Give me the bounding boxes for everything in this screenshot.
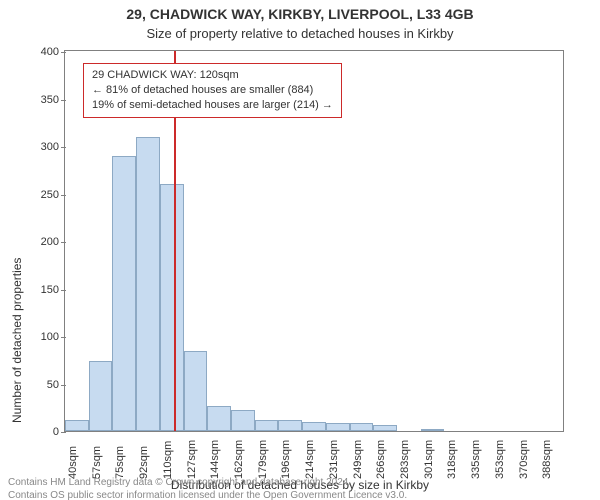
x-tick: 162sqm	[229, 440, 245, 479]
bar	[421, 429, 445, 431]
x-tick: 179sqm	[253, 440, 269, 479]
bar	[231, 410, 255, 431]
bar	[65, 420, 89, 431]
annotation-line-2: ← 81% of detached houses are smaller (88…	[92, 83, 333, 98]
bar	[207, 406, 231, 431]
x-tick: 40sqm	[63, 446, 79, 479]
y-tick: 200	[41, 236, 65, 248]
y-tick: 250	[41, 189, 65, 201]
footer-copyright: Contains HM Land Registry data © Crown c…	[8, 477, 407, 500]
bar	[350, 423, 374, 431]
x-tick: 249sqm	[348, 440, 364, 479]
bar	[278, 420, 302, 431]
x-tick: 388sqm	[537, 440, 553, 479]
bar	[373, 425, 397, 431]
x-tick: 127sqm	[182, 440, 198, 479]
bar	[160, 184, 184, 431]
x-tick: 231sqm	[324, 440, 340, 479]
bar	[184, 351, 208, 431]
x-tick: 266sqm	[371, 440, 387, 479]
bar	[136, 137, 160, 432]
x-tick: 57sqm	[87, 446, 103, 479]
x-tick: 75sqm	[110, 446, 126, 479]
x-tick: 283sqm	[395, 440, 411, 479]
footer-line-2: Contains OS public sector information li…	[8, 490, 407, 500]
y-tick: 150	[41, 284, 65, 296]
y-axis-label: Number of detached properties	[10, 258, 24, 423]
x-tick: 214sqm	[300, 440, 316, 479]
bar	[302, 422, 326, 432]
chart-plot-area: 29 CHADWICK WAY: 120sqm ← 81% of detache…	[64, 50, 564, 432]
x-tick: 92sqm	[134, 446, 150, 479]
y-tick: 350	[41, 94, 65, 106]
y-tick: 0	[53, 426, 65, 438]
x-tick: 110sqm	[158, 441, 174, 479]
bar	[89, 361, 113, 431]
x-tick: 144sqm	[205, 440, 221, 479]
x-tick: 335sqm	[466, 440, 482, 479]
bar	[326, 423, 350, 431]
x-tick: 301sqm	[419, 440, 435, 479]
annotation-box: 29 CHADWICK WAY: 120sqm ← 81% of detache…	[83, 63, 342, 118]
y-tick: 400	[41, 46, 65, 58]
y-tick: 50	[47, 379, 65, 391]
footer-line-1: Contains HM Land Registry data © Crown c…	[8, 477, 407, 490]
bar	[112, 156, 136, 432]
y-tick: 100	[41, 331, 65, 343]
x-tick: 370sqm	[514, 440, 530, 479]
annotation-line-1: 29 CHADWICK WAY: 120sqm	[92, 68, 333, 83]
bar	[255, 420, 279, 431]
x-tick: 318sqm	[442, 440, 458, 479]
x-tick: 353sqm	[490, 440, 506, 479]
page-title: 29, CHADWICK WAY, KIRKBY, LIVERPOOL, L33…	[0, 6, 600, 24]
page-subtitle: Size of property relative to detached ho…	[0, 26, 600, 42]
annotation-line-3: 19% of semi-detached houses are larger (…	[92, 98, 333, 113]
x-tick: 196sqm	[276, 440, 292, 479]
y-tick: 300	[41, 141, 65, 153]
